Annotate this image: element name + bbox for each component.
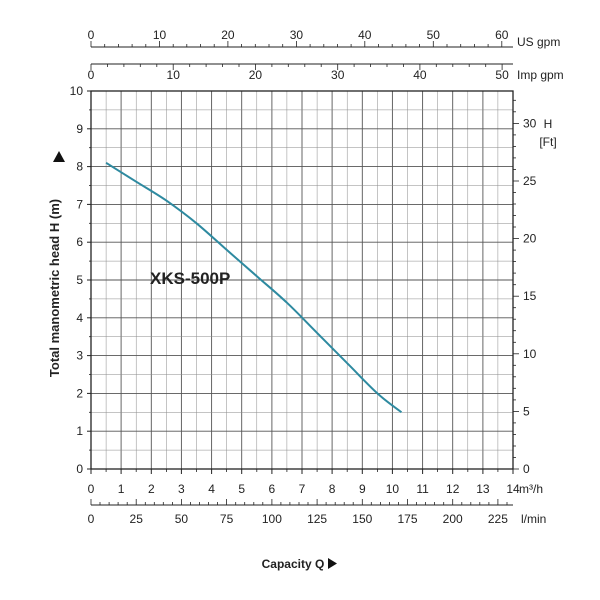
x-tick-label: 10 <box>386 482 400 496</box>
x-unit-label: m³/h <box>519 482 543 496</box>
x-tick-label: 4 <box>208 482 215 496</box>
ft-tick-label: 25 <box>523 174 537 188</box>
y-tick-label: 5 <box>76 273 83 287</box>
x-axis-label: Capacity Q <box>262 557 325 571</box>
ft-tick-label: 0 <box>523 462 530 476</box>
ft-unit-label: H <box>544 117 553 131</box>
x-tick-label: 11 <box>416 482 429 496</box>
x-tick-label: 1 <box>118 482 125 496</box>
x-tick-label: 12 <box>446 482 460 496</box>
x-tick-label: 13 <box>476 482 490 496</box>
l-min-tick-label: 50 <box>175 512 189 526</box>
model-label: XKS-500P <box>150 269 230 288</box>
y-tick-label: 0 <box>76 462 83 476</box>
imp-gpm-tick-label: 0 <box>88 68 95 82</box>
us-gpm-tick-label: 50 <box>427 28 441 42</box>
l-min-tick-label: 175 <box>397 512 417 526</box>
l-min-unit-label: l/min <box>521 512 546 526</box>
imp-gpm-tick-label: 30 <box>331 68 345 82</box>
y-tick-label: 7 <box>76 197 83 211</box>
x-tick-label: 9 <box>359 482 366 496</box>
us-gpm-tick-label: 40 <box>358 28 372 42</box>
us-gpm-tick-label: 20 <box>221 28 235 42</box>
l-min-tick-label: 150 <box>352 512 372 526</box>
grid <box>91 91 513 469</box>
y-axis-label: Total manometric head H (m) <box>47 199 62 377</box>
x-tick-label: 6 <box>269 482 276 496</box>
l-min-tick-label: 25 <box>130 512 144 526</box>
ft-unit-label: [Ft] <box>539 135 556 149</box>
top-axes: 0 10 20 30 40 50 60 US gpm 0 10 20 30 40 50 Imp gpm <box>88 28 564 82</box>
ft-tick-label: 15 <box>523 289 537 303</box>
y-tick-label: 2 <box>76 386 83 400</box>
x-axis-label-group: Capacity Q <box>262 557 337 571</box>
us-gpm-tick-label: 10 <box>153 28 167 42</box>
y-tick-label: 3 <box>76 349 83 363</box>
x-tick-label: 8 <box>329 482 336 496</box>
l-min-tick-label: 125 <box>307 512 327 526</box>
us-gpm-tick-label: 0 <box>88 28 95 42</box>
ft-tick-label: 10 <box>523 347 537 361</box>
ft-tick-label: 5 <box>523 404 530 418</box>
series-line-xks-500p <box>105 161 403 414</box>
y-axis-arrow-icon <box>53 151 65 162</box>
us-gpm-unit-label: US gpm <box>517 35 560 49</box>
imp-gpm-tick-label: 20 <box>249 68 263 82</box>
y-tick-label: 9 <box>76 122 83 136</box>
bottom-axes: 0 1 2 3 4 5 6 7 8 9 10 11 12 13 14 m³/h0 25 50 75 100 125 150… <box>88 469 546 526</box>
ft-tick-label: 20 <box>523 232 537 246</box>
l-min-tick-label: 225 <box>488 512 508 526</box>
x-tick-label: 14 <box>506 482 520 496</box>
y-axis-label-group: Total manometric head H (m) <box>47 151 65 377</box>
y-tick-label: 1 <box>76 424 83 438</box>
x-tick-label: 5 <box>238 482 245 496</box>
us-gpm-tick-label: 30 <box>290 28 304 42</box>
y-tick-label: 6 <box>76 235 83 249</box>
x-tick-label: 7 <box>299 482 306 496</box>
imp-gpm-tick-label: 50 <box>495 68 509 82</box>
left-axis: 0 1 2 3 4 5 6 7 8 9 10 <box>70 84 91 476</box>
x-tick-label: 0 <box>88 482 95 496</box>
ft-tick-label: 30 <box>523 116 537 130</box>
imp-gpm-tick-label: 40 <box>413 68 427 82</box>
l-min-tick-label: 100 <box>262 512 282 526</box>
us-gpm-tick-label: 60 <box>495 28 509 42</box>
l-min-tick-label: 0 <box>88 512 95 526</box>
l-min-tick-label: 200 <box>443 512 463 526</box>
y-tick-label: 8 <box>76 160 83 174</box>
l-min-tick-label: 75 <box>220 512 234 526</box>
x-tick-label: 2 <box>148 482 155 496</box>
y-tick-label: 10 <box>70 84 84 98</box>
right-axis: 0 5 10 15 20 25 30 H [Ft] <box>513 99 557 476</box>
y-tick-label: 4 <box>76 311 83 325</box>
imp-gpm-unit-label: Imp gpm <box>517 68 564 82</box>
x-tick-label: 3 <box>178 482 185 496</box>
imp-gpm-tick-label: 10 <box>167 68 181 82</box>
x-axis-arrow-icon <box>328 558 337 569</box>
